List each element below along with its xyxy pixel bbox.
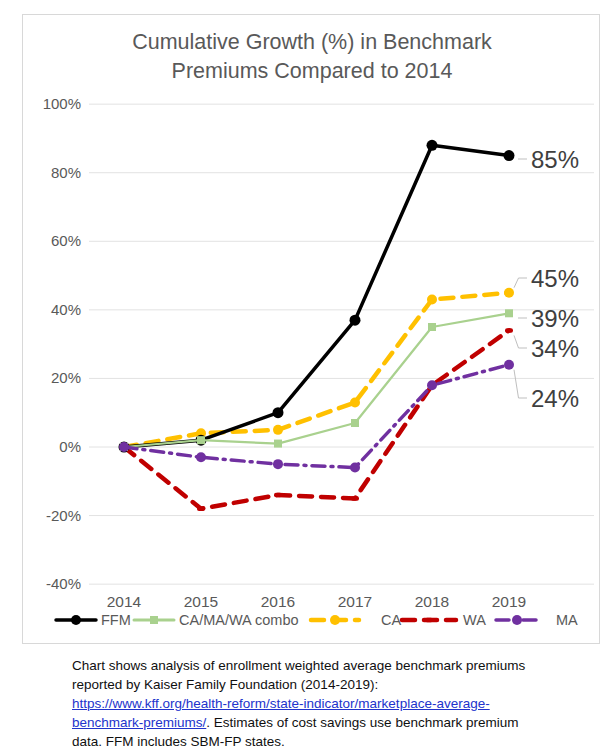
legend-marker — [330, 615, 340, 625]
label-leader-line — [514, 335, 527, 348]
series-marker — [196, 452, 206, 462]
series-marker — [504, 150, 515, 161]
y-tick-label: 80% — [51, 164, 81, 181]
series-marker — [428, 323, 436, 331]
series-marker — [504, 288, 514, 298]
legend-label: CA/MA/WA combo — [179, 612, 299, 628]
series-line-WA — [124, 330, 509, 508]
legend-label: MA — [556, 612, 578, 628]
legend-label: CA — [381, 612, 401, 628]
series-marker — [351, 496, 359, 500]
series-marker — [427, 140, 438, 151]
series-marker — [350, 397, 360, 407]
y-tick-label: 40% — [51, 301, 81, 318]
data-label: 39% — [531, 305, 579, 332]
series-marker — [274, 440, 282, 448]
series-marker — [274, 493, 282, 497]
series-marker — [119, 442, 129, 452]
legend-marker — [512, 615, 522, 625]
legend-label: FFM — [101, 612, 131, 628]
y-tick-label: 0% — [59, 438, 81, 455]
series-marker — [197, 507, 205, 511]
label-leader-line — [514, 278, 527, 288]
footnote-text-before: Chart shows analysis of enrollment weigh… — [72, 658, 525, 692]
legend-marker — [150, 616, 158, 624]
series-marker — [504, 360, 514, 370]
x-tick-label: 2015 — [184, 593, 218, 610]
data-label: 45% — [531, 265, 579, 292]
data-label: 85% — [531, 146, 579, 173]
legend-marker — [425, 618, 433, 622]
series-marker — [197, 436, 205, 444]
legend-marker — [71, 615, 81, 625]
series-marker — [505, 309, 513, 317]
series-marker — [427, 295, 437, 305]
footnote: Chart shows analysis of enrollment weigh… — [72, 656, 536, 751]
chart-plot: 100% 80% 60% 40% 20% 0% -20% -40% 2014 2015 2016 20… — [23, 15, 599, 643]
data-label: 24% — [531, 385, 579, 412]
x-tick-label: 2016 — [261, 593, 295, 610]
y-tick-label: -20% — [46, 507, 81, 524]
series-marker — [505, 328, 513, 332]
x-tick-label: 2017 — [338, 593, 372, 610]
y-tick-label: -40% — [46, 575, 81, 592]
x-tick-label: 2014 — [107, 593, 142, 610]
data-label: 34% — [531, 335, 579, 362]
series-marker — [350, 463, 360, 473]
chart-card: Cumulative Growth (%) in Benchmark Premi… — [22, 14, 600, 644]
x-tick-label: 2018 — [415, 593, 449, 610]
legend-label: WA — [463, 612, 486, 628]
x-tick-label: 2019 — [492, 593, 526, 610]
series-marker — [273, 459, 283, 469]
series-marker — [273, 425, 283, 435]
y-tick-label: 100% — [43, 95, 81, 112]
series-marker — [350, 315, 361, 326]
series-marker — [273, 407, 284, 418]
y-tick-label: 20% — [51, 369, 81, 386]
series-line-CA — [124, 293, 509, 447]
label-leader-line — [514, 370, 527, 398]
series-marker — [351, 419, 359, 427]
series-marker — [427, 380, 437, 390]
y-tick-label: 60% — [51, 232, 81, 249]
